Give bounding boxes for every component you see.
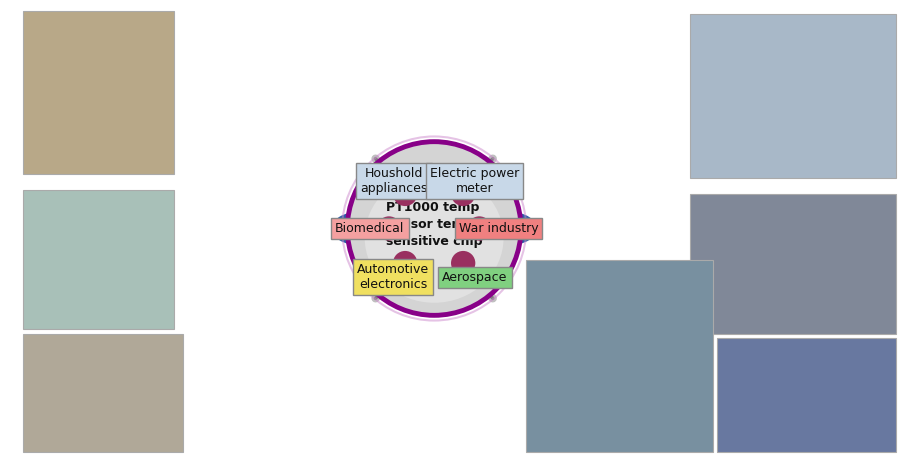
Text: Electric power
meter: Electric power meter (430, 167, 519, 195)
Bar (690, 14, 896, 178)
Bar (690, 194, 896, 334)
Ellipse shape (451, 182, 475, 206)
Text: PT1000 temp
sensor temperature
sensitive chip: PT1000 temp sensor temperature sensitive… (387, 201, 526, 248)
Ellipse shape (377, 216, 401, 241)
Bar (23, 334, 183, 452)
Text: Biomedical: Biomedical (335, 222, 405, 235)
Ellipse shape (467, 216, 492, 241)
Ellipse shape (365, 173, 504, 303)
Text: Automotive
electronics: Automotive electronics (357, 263, 430, 291)
Text: War industry: War industry (459, 222, 538, 235)
Bar (717, 338, 896, 452)
Bar (526, 260, 713, 452)
Bar (23, 190, 174, 329)
Ellipse shape (451, 251, 475, 275)
Text: Aerospace: Aerospace (442, 271, 507, 283)
Text: Houshold
appliances: Houshold appliances (360, 167, 428, 195)
Ellipse shape (347, 142, 521, 315)
Ellipse shape (484, 212, 537, 245)
Bar (23, 11, 174, 174)
Ellipse shape (332, 212, 384, 245)
Ellipse shape (393, 251, 418, 275)
Ellipse shape (393, 182, 418, 206)
